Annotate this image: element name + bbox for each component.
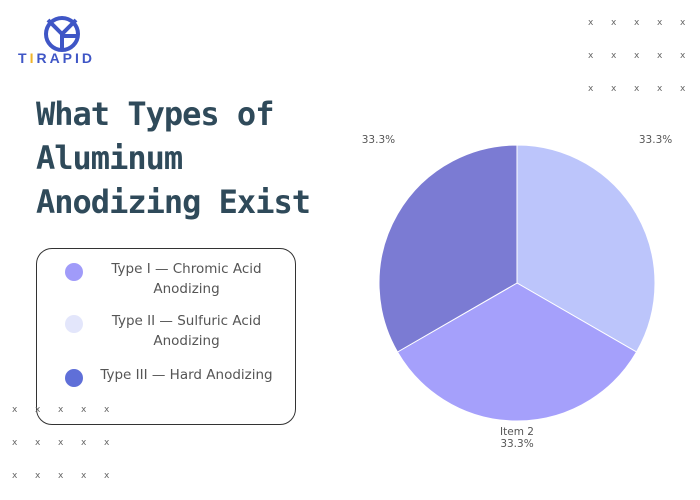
decor-x-mark: x bbox=[58, 471, 64, 481]
decor-x-mark: x bbox=[104, 471, 110, 481]
decor-x-mark: x bbox=[611, 84, 617, 94]
decor-x-mark: x bbox=[12, 438, 18, 448]
legend-item: Type II — Sulfuric Acid Anodizing bbox=[65, 311, 290, 351]
legend-swatch bbox=[65, 263, 83, 281]
decor-x-mark: x bbox=[657, 84, 663, 94]
slice-name-label: Item 2 bbox=[500, 426, 534, 438]
decor-x-mark: x bbox=[611, 51, 617, 61]
decor-x-mark: x bbox=[611, 18, 617, 28]
tirapid-logo-icon bbox=[44, 16, 80, 52]
decor-x-mark: x bbox=[12, 471, 18, 481]
decor-x-mark: x bbox=[680, 18, 686, 28]
decor-x-mark: x bbox=[588, 51, 594, 61]
pie-slice bbox=[378, 144, 518, 353]
legend-item: Type I — Chromic Acid Anodizing bbox=[65, 259, 290, 299]
slice-value-label: 33.3% bbox=[362, 134, 395, 146]
decor-x-mark: x bbox=[12, 405, 18, 415]
legend-label: Type I — Chromic Acid Anodizing bbox=[111, 261, 262, 297]
decor-x-mark: x bbox=[657, 18, 663, 28]
decor-x-mark: x bbox=[35, 471, 41, 481]
legend-label: Type II — Sulfuric Acid Anodizing bbox=[111, 313, 262, 349]
decor-x-mark: x bbox=[657, 51, 663, 61]
legend-swatch bbox=[65, 369, 83, 387]
decor-x-mark: x bbox=[81, 438, 87, 448]
decor-x-mark: x bbox=[634, 51, 640, 61]
decor-x-mark: x bbox=[680, 84, 686, 94]
legend-label: Type III — Hard Anodizing bbox=[100, 367, 273, 383]
decor-x-mark: x bbox=[588, 18, 594, 28]
legend: Type I — Chromic Acid Anodizing Type II … bbox=[36, 248, 296, 425]
slice-value-label: 33.3% bbox=[639, 134, 672, 146]
decor-x-mark: x bbox=[634, 18, 640, 28]
decor-x-mark: x bbox=[588, 84, 594, 94]
slice-value-label: 33.3% bbox=[500, 438, 533, 450]
decor-x-mark: x bbox=[104, 438, 110, 448]
decor-x-mark: x bbox=[104, 405, 110, 415]
logo-text: TIRAPID bbox=[18, 50, 96, 66]
decor-x-mark: x bbox=[35, 438, 41, 448]
decor-x-mark: x bbox=[35, 405, 41, 415]
decor-x-mark: x bbox=[58, 405, 64, 415]
decor-x-mark: x bbox=[81, 405, 87, 415]
decor-x-mark: x bbox=[81, 471, 87, 481]
legend-item: Type III — Hard Anodizing bbox=[65, 365, 290, 387]
page-title: What Types of Aluminum Anodizing Exist bbox=[36, 95, 311, 221]
legend-swatch bbox=[65, 315, 83, 333]
decor-x-mark: x bbox=[634, 84, 640, 94]
decor-x-mark: x bbox=[680, 51, 686, 61]
decor-x-mark: x bbox=[58, 438, 64, 448]
pie-slice bbox=[516, 144, 656, 353]
